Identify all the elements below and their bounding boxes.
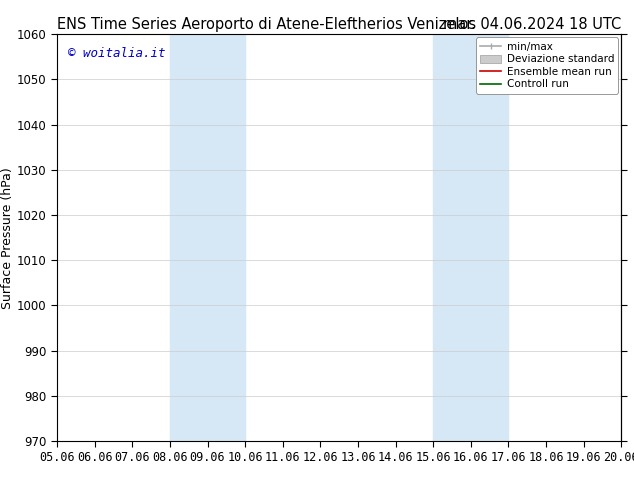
Bar	[170, 34, 245, 441]
Text: ENS Time Series Aeroporto di Atene-Eleftherios Venizelos: ENS Time Series Aeroporto di Atene-Eleft…	[57, 17, 476, 32]
Text: © woitalia.it: © woitalia.it	[68, 47, 166, 59]
Y-axis label: Surface Pressure (hPa): Surface Pressure (hPa)	[1, 167, 14, 309]
Bar	[433, 34, 508, 441]
Text: mar. 04.06.2024 18 UTC: mar. 04.06.2024 18 UTC	[443, 17, 621, 32]
Legend: min/max, Deviazione standard, Ensemble mean run, Controll run: min/max, Deviazione standard, Ensemble m…	[476, 37, 618, 94]
